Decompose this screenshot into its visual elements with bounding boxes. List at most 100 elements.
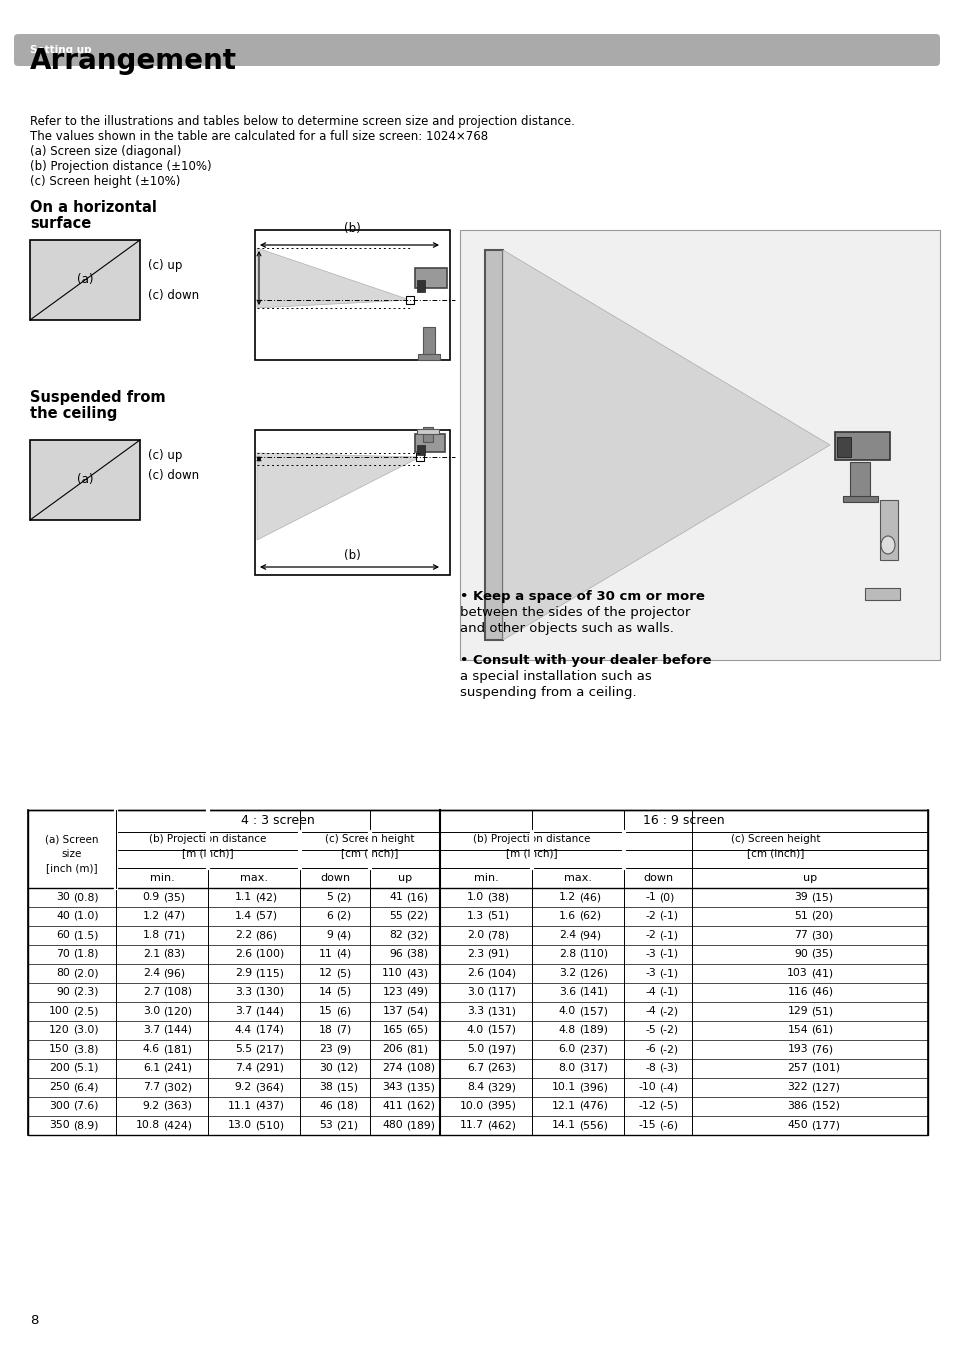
Bar — [422, 427, 433, 441]
Text: (83): (83) — [163, 949, 185, 959]
Text: (86): (86) — [254, 930, 276, 940]
Text: (364): (364) — [254, 1082, 284, 1091]
Text: (395): (395) — [486, 1101, 516, 1112]
Text: 350: 350 — [50, 1120, 70, 1131]
Text: (317): (317) — [578, 1063, 607, 1072]
Text: 30: 30 — [56, 892, 70, 902]
Text: 200: 200 — [49, 1063, 70, 1072]
Text: (81): (81) — [406, 1044, 428, 1053]
Text: 2.3: 2.3 — [466, 949, 483, 959]
Text: (5): (5) — [335, 968, 351, 978]
Text: (71): (71) — [163, 930, 185, 940]
Text: The values shown in the table are calculated for a full size screen: 1024×768: The values shown in the table are calcul… — [30, 130, 488, 144]
Text: (476): (476) — [578, 1101, 607, 1112]
Text: (4): (4) — [335, 930, 351, 940]
Bar — [30, 440, 140, 520]
Text: (0): (0) — [659, 892, 674, 902]
Bar — [416, 454, 423, 460]
Text: (110): (110) — [578, 949, 607, 959]
Text: 11: 11 — [319, 949, 333, 959]
Text: (-4): (-4) — [659, 1082, 678, 1091]
Text: 154: 154 — [786, 1025, 807, 1034]
Text: (16): (16) — [406, 892, 428, 902]
Text: (104): (104) — [486, 968, 516, 978]
Text: (a) Screen: (a) Screen — [45, 835, 99, 845]
Text: (462): (462) — [486, 1120, 516, 1131]
Text: (3.8): (3.8) — [73, 1044, 98, 1053]
Text: -3: -3 — [644, 968, 656, 978]
Bar — [879, 500, 897, 561]
Text: down: down — [642, 873, 673, 883]
Text: 300: 300 — [49, 1101, 70, 1112]
Text: 2.0: 2.0 — [466, 930, 483, 940]
Bar — [864, 588, 899, 600]
Text: (15): (15) — [335, 1082, 357, 1091]
Text: -6: -6 — [644, 1044, 656, 1053]
Text: -1: -1 — [644, 892, 656, 902]
Text: 137: 137 — [382, 1006, 402, 1016]
Text: (9): (9) — [335, 1044, 351, 1053]
Text: 10.0: 10.0 — [459, 1101, 483, 1112]
Text: (152): (152) — [810, 1101, 840, 1112]
Text: -2: -2 — [644, 911, 656, 921]
Text: 38: 38 — [319, 1082, 333, 1091]
Text: (363): (363) — [163, 1101, 192, 1112]
Text: [cm (inch)]: [cm (inch)] — [746, 848, 803, 858]
Text: (35): (35) — [163, 892, 185, 902]
Text: 12.1: 12.1 — [552, 1101, 576, 1112]
Text: (141): (141) — [578, 987, 607, 997]
Text: (157): (157) — [578, 1006, 607, 1016]
Text: (1.8): (1.8) — [73, 949, 98, 959]
Text: 41: 41 — [389, 892, 402, 902]
Text: 80: 80 — [56, 968, 70, 978]
Text: (a): (a) — [76, 474, 93, 486]
Text: 4 : 3 screen: 4 : 3 screen — [241, 815, 314, 827]
Text: (15): (15) — [810, 892, 832, 902]
Text: (c) down: (c) down — [148, 468, 199, 482]
Text: (-2): (-2) — [659, 1006, 678, 1016]
Text: 2.4: 2.4 — [143, 968, 160, 978]
Text: (-1): (-1) — [659, 949, 678, 959]
Text: 96: 96 — [389, 949, 402, 959]
Text: (51): (51) — [810, 1006, 832, 1016]
Text: -8: -8 — [644, 1063, 656, 1072]
Text: between the sides of the projector: between the sides of the projector — [459, 607, 690, 619]
Text: 2.4: 2.4 — [558, 930, 576, 940]
Text: 5.5: 5.5 — [234, 1044, 252, 1053]
Text: 2.2: 2.2 — [234, 930, 252, 940]
Text: 123: 123 — [382, 987, 402, 997]
Text: (2.5): (2.5) — [73, 1006, 98, 1016]
Polygon shape — [256, 248, 410, 307]
Text: 14.1: 14.1 — [552, 1120, 576, 1131]
Text: (38): (38) — [406, 949, 428, 959]
Text: (22): (22) — [406, 911, 428, 921]
Text: (100): (100) — [254, 949, 284, 959]
Polygon shape — [502, 250, 829, 640]
Text: (177): (177) — [810, 1120, 840, 1131]
Text: (197): (197) — [486, 1044, 516, 1053]
Text: -12: -12 — [638, 1101, 656, 1112]
Text: (510): (510) — [254, 1120, 284, 1131]
Text: (a) Screen size (diagonal): (a) Screen size (diagonal) — [30, 145, 181, 158]
Text: (46): (46) — [810, 987, 832, 997]
Text: (c) down: (c) down — [148, 288, 199, 302]
Text: 386: 386 — [786, 1101, 807, 1112]
Text: (35): (35) — [810, 949, 832, 959]
Text: 3.2: 3.2 — [558, 968, 576, 978]
Text: 46: 46 — [319, 1101, 333, 1112]
Text: 450: 450 — [786, 1120, 807, 1131]
Text: (b): (b) — [343, 548, 360, 562]
Bar — [416, 280, 424, 292]
Text: (91): (91) — [486, 949, 509, 959]
Text: 8.4: 8.4 — [466, 1082, 483, 1091]
Text: 2.6: 2.6 — [466, 968, 483, 978]
Text: (5.1): (5.1) — [73, 1063, 98, 1072]
Text: [m (inch)]: [m (inch)] — [182, 848, 233, 858]
Text: 6.0: 6.0 — [558, 1044, 576, 1053]
Text: (20): (20) — [810, 911, 832, 921]
Text: 12: 12 — [319, 968, 333, 978]
Text: (b) Projection distance: (b) Projection distance — [473, 834, 590, 844]
Text: (120): (120) — [163, 1006, 192, 1016]
Text: (302): (302) — [163, 1082, 192, 1091]
Text: (b) Projection distance (±10%): (b) Projection distance (±10%) — [30, 160, 212, 173]
